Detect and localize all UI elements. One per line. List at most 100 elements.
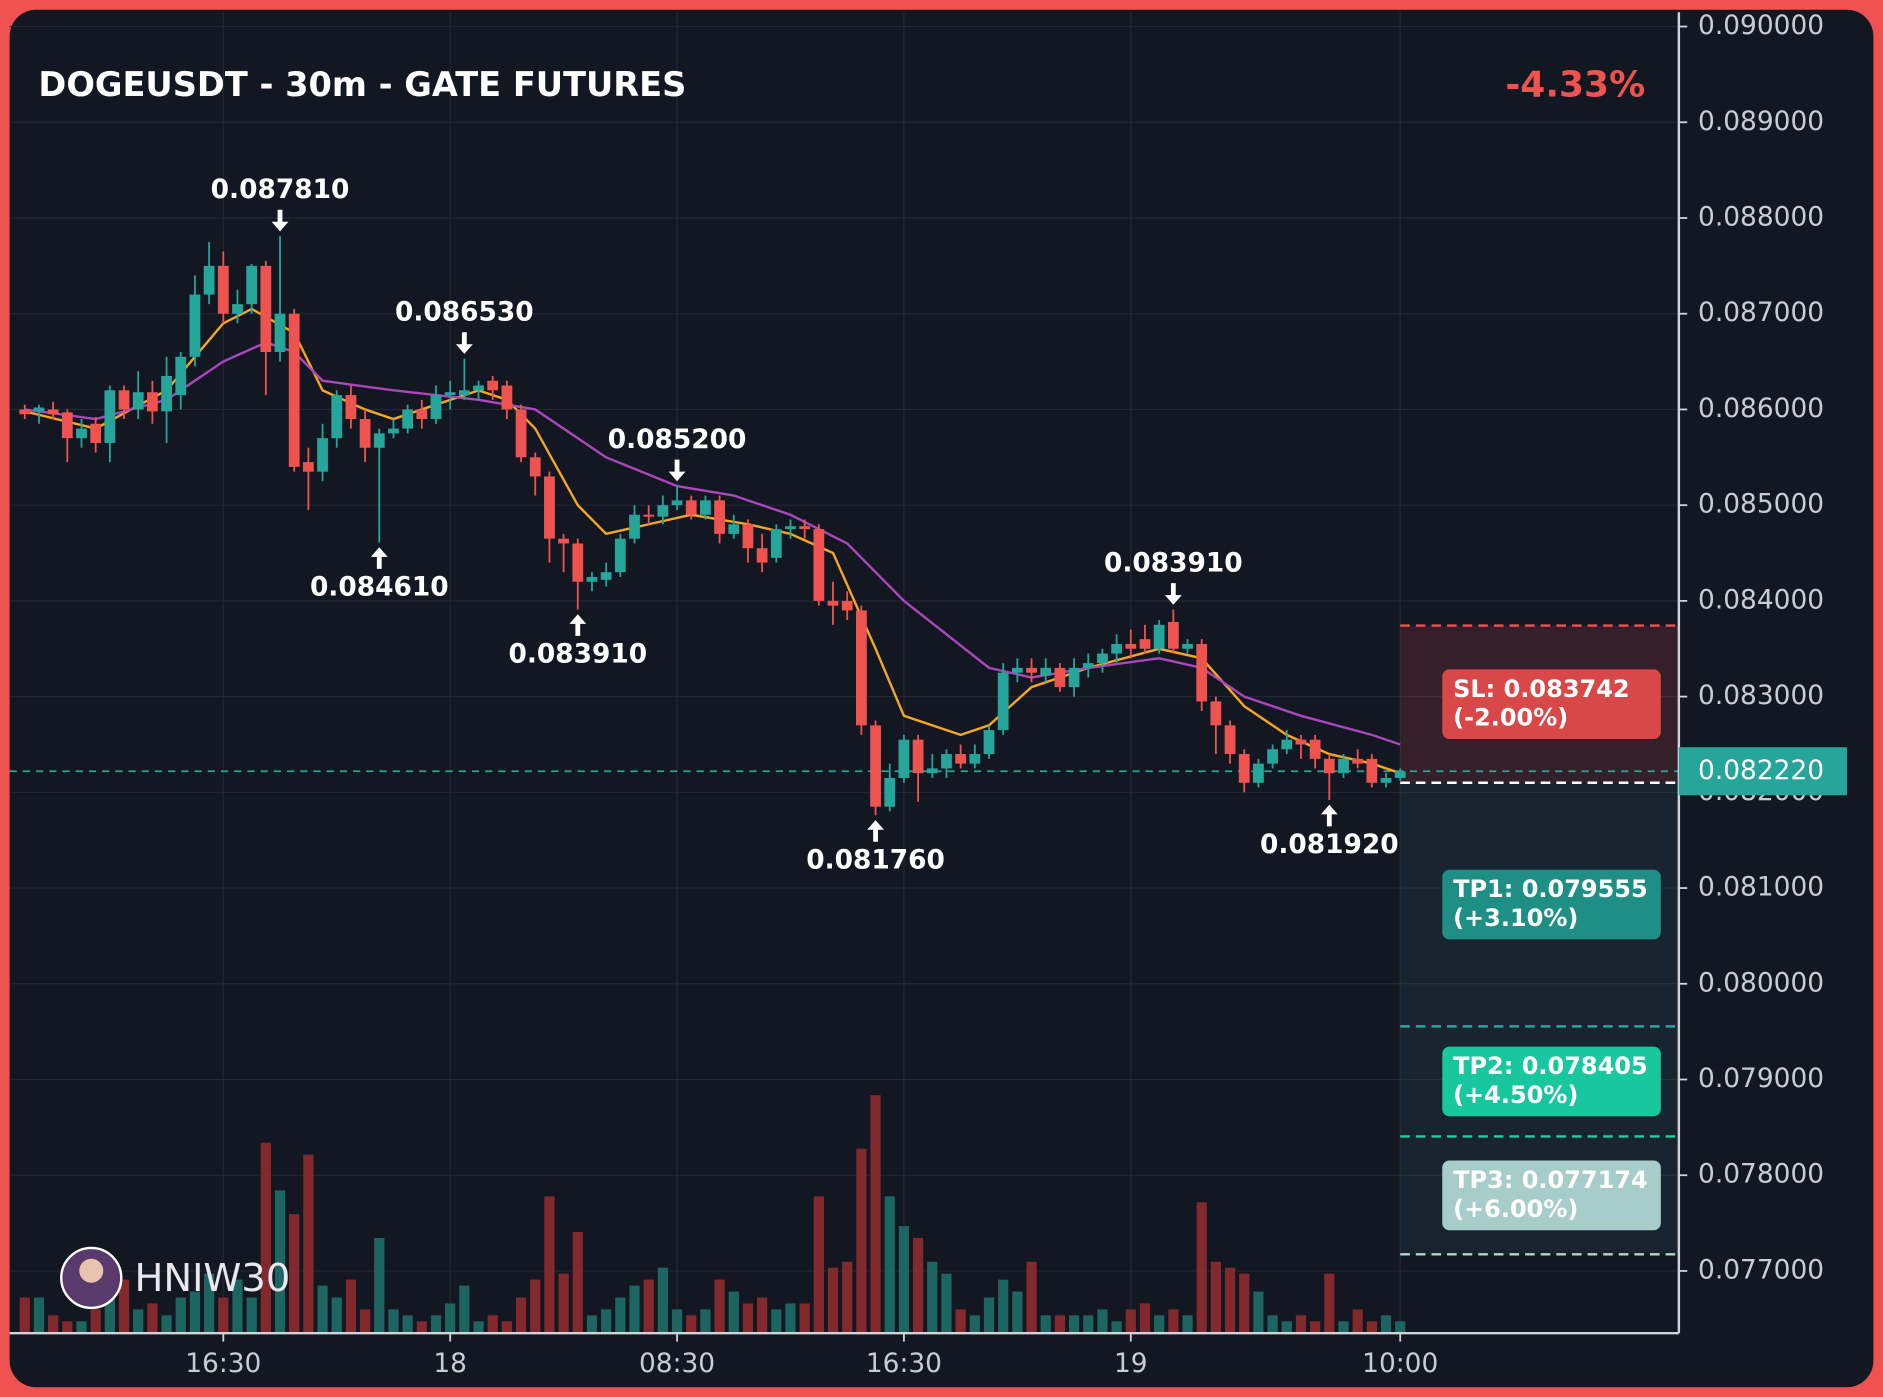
candle-body <box>572 543 584 582</box>
candle-body <box>855 610 867 726</box>
candle-body <box>1125 643 1137 649</box>
volume-bar <box>1253 1291 1264 1334</box>
candle-body <box>742 524 754 549</box>
candle-body <box>983 730 995 755</box>
volume-bar <box>856 1148 867 1334</box>
volume-bar <box>515 1297 527 1334</box>
volume-bar <box>1338 1321 1349 1334</box>
volume-bar <box>657 1267 668 1334</box>
candle-body <box>955 754 967 764</box>
candle-body <box>912 739 924 774</box>
volume-bar <box>204 1273 215 1334</box>
volume-bar <box>1083 1315 1094 1334</box>
y-tick-label: 0.087000 <box>1698 297 1824 328</box>
volume-bar <box>1054 1315 1066 1334</box>
volume-bar <box>1352 1309 1363 1334</box>
y-tick-label: 0.090000 <box>1698 10 1824 41</box>
candle-body <box>33 407 45 412</box>
candle-body <box>728 524 740 534</box>
level-box <box>1442 669 1661 739</box>
candle-body <box>898 739 910 778</box>
candle-body <box>388 428 399 434</box>
volume-bar <box>1026 1261 1037 1334</box>
annotation-label: 0.085200 <box>608 424 747 455</box>
volume-bar <box>1281 1321 1292 1334</box>
chart-background <box>9 9 1874 1388</box>
volume-bar <box>1395 1321 1406 1334</box>
volume-bar <box>785 1303 796 1334</box>
candle-body <box>90 423 102 443</box>
volume-bar <box>374 1237 385 1334</box>
volume-bar <box>629 1285 640 1334</box>
candle-body <box>657 505 669 517</box>
candle-body <box>203 265 215 295</box>
volume-bar <box>842 1261 853 1334</box>
volume-bar <box>714 1279 725 1334</box>
volume-bar <box>1097 1309 1108 1334</box>
volume-bar <box>388 1309 399 1334</box>
candle-body <box>487 380 499 391</box>
candle-body <box>884 777 896 807</box>
candle-body <box>515 409 527 458</box>
candle-body <box>345 395 357 420</box>
candle-body <box>1111 643 1123 654</box>
level-label: TP3: 0.077174 <box>1453 1166 1648 1194</box>
volume-bar <box>558 1273 569 1334</box>
volume-bar <box>1366 1321 1377 1334</box>
volume-bar <box>799 1303 810 1334</box>
volume-bar <box>1182 1315 1193 1334</box>
candle-body <box>544 476 555 539</box>
volume-bar <box>827 1267 839 1334</box>
volume-bar <box>969 1315 980 1334</box>
volume-bar <box>48 1315 59 1334</box>
volume-bar <box>643 1279 654 1334</box>
volume-bar <box>416 1321 427 1334</box>
candle-body <box>288 313 300 467</box>
x-tick-label: 08:30 <box>639 1348 715 1379</box>
candle-body <box>629 514 640 539</box>
candle-body <box>232 304 243 314</box>
annotation-arrow <box>370 547 388 569</box>
candle-body <box>1253 763 1264 783</box>
volume-bar <box>317 1285 328 1334</box>
candle-body <box>614 538 626 573</box>
volume-bar <box>671 1309 683 1334</box>
candle-body <box>61 412 73 439</box>
volume-bar <box>133 1309 144 1334</box>
annotation-label: 0.081760 <box>806 844 945 875</box>
candle-body <box>19 409 31 415</box>
volume-bar <box>1267 1315 1278 1334</box>
x-tick-label: 18 <box>433 1348 467 1379</box>
candle-body <box>132 392 144 410</box>
candle-body <box>104 390 116 443</box>
candle-body <box>700 500 711 515</box>
candle-body <box>416 409 428 420</box>
candle-body <box>926 768 938 774</box>
candle-body <box>359 419 371 448</box>
candle-body <box>799 526 811 530</box>
candle-body <box>671 500 683 506</box>
candle-body <box>770 529 782 558</box>
volume-bar <box>955 1309 966 1334</box>
candle-body <box>274 313 286 353</box>
volume-bar <box>104 1297 115 1334</box>
candle-body <box>458 390 470 396</box>
last-price-label: 0.082220 <box>1698 755 1824 786</box>
y-tick-label: 0.088000 <box>1698 201 1824 232</box>
volume-bar <box>998 1279 1009 1334</box>
x-tick-label: 16:30 <box>866 1348 942 1379</box>
volume-bar <box>771 1309 782 1334</box>
volume-bar <box>728 1291 739 1334</box>
y-tick-label: 0.084000 <box>1698 584 1824 615</box>
volume-bar <box>445 1303 456 1334</box>
y-tick-label: 0.086000 <box>1698 393 1824 424</box>
volume-bar <box>1239 1273 1250 1334</box>
volume-bar <box>1139 1303 1151 1334</box>
volume-bar <box>1012 1291 1023 1334</box>
candle-body <box>217 265 229 314</box>
candle-body <box>1309 739 1321 759</box>
level-label: SL: 0.083742 <box>1453 675 1630 703</box>
candle-body <box>714 500 725 534</box>
y-tick-label: 0.077000 <box>1698 1254 1824 1285</box>
candle-body <box>47 409 59 415</box>
